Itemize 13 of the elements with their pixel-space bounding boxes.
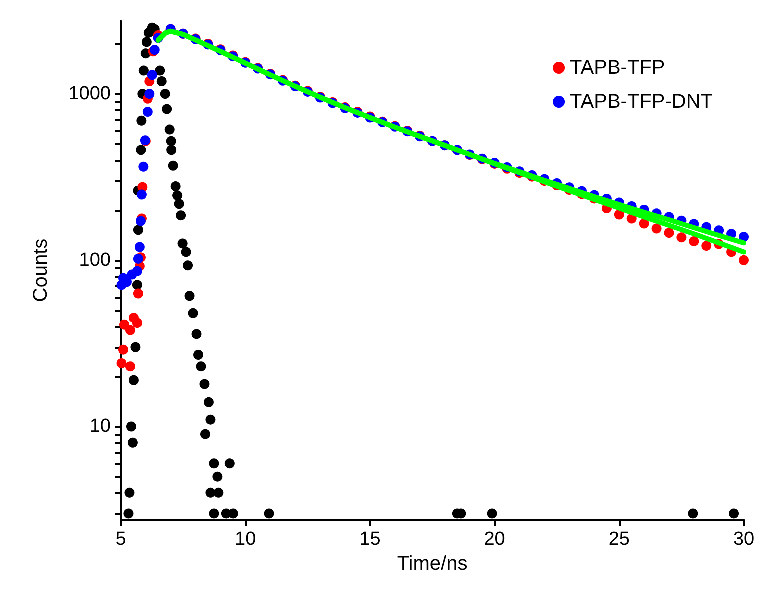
- y-tick-label: 1000: [68, 84, 111, 105]
- x-tick-label: 10: [235, 529, 256, 550]
- legend-label: TAPB-TFP: [570, 57, 666, 79]
- x-tick-label: 20: [484, 529, 506, 550]
- legend-label: TAPB-TFP-DNT: [570, 91, 714, 113]
- y-tick-label: 100: [79, 250, 111, 271]
- x-tick-label: 25: [608, 529, 630, 550]
- x-tick-label: 30: [733, 529, 755, 550]
- x-tick-label: 5: [116, 529, 126, 550]
- y-axis-title: Counts: [30, 238, 52, 302]
- y-tick-label: 10: [90, 416, 111, 438]
- x-axis-title: Time/ns: [397, 552, 468, 575]
- x-tick-label: 15: [360, 529, 381, 550]
